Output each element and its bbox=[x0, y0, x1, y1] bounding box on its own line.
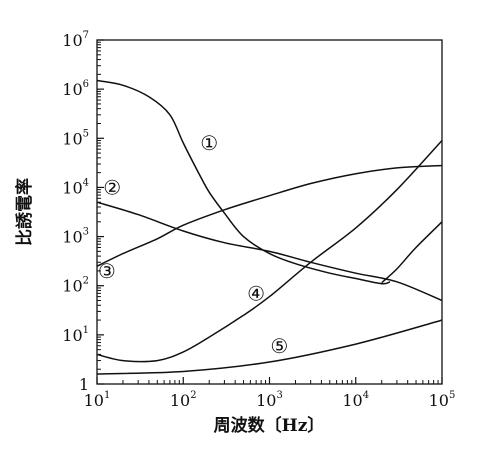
x-tick-label: 104 bbox=[342, 390, 369, 410]
y-tick-label: 102 bbox=[62, 276, 89, 296]
curve-4 bbox=[96, 139, 443, 363]
x-tick-label: 102 bbox=[170, 390, 197, 410]
x-tick-label: 105 bbox=[429, 390, 456, 410]
y-tick-label: 106 bbox=[62, 79, 89, 99]
y-tick-label: 105 bbox=[62, 128, 89, 148]
curve-2 bbox=[96, 201, 443, 302]
curve-marker-5: ⑤ bbox=[270, 334, 288, 358]
x-tick-label: 101 bbox=[84, 390, 111, 410]
y-axis-title: 比誘電率 bbox=[14, 178, 35, 246]
x-ticks: 101 102 103 104 105 bbox=[84, 377, 456, 410]
x-tick-label: 103 bbox=[256, 390, 283, 410]
curve-5 bbox=[96, 319, 443, 375]
curve-6 bbox=[381, 221, 443, 284]
y-tick-label: 103 bbox=[62, 227, 89, 247]
curve-marker-2: ② bbox=[103, 175, 121, 199]
y-tick-label: 101 bbox=[62, 325, 89, 345]
curve-markers: ① ② ③ ④ ⑤ bbox=[98, 131, 288, 358]
y-tick-label: 1 bbox=[79, 375, 89, 394]
plot-frame bbox=[96, 39, 443, 385]
curve-marker-4: ④ bbox=[247, 281, 265, 305]
curve-1 bbox=[96, 79, 391, 285]
y-tick-label: 107 bbox=[62, 30, 89, 50]
curves bbox=[96, 79, 443, 375]
y-tick-label: 104 bbox=[62, 177, 89, 197]
curve-3 bbox=[96, 164, 443, 267]
curve-marker-3: ③ bbox=[98, 259, 116, 283]
curve-marker-1: ① bbox=[200, 131, 218, 155]
x-axis-title: 周波数〔Hz〕 bbox=[214, 415, 325, 436]
y-ticks: 1 101 102 103 104 105 106 107 bbox=[62, 30, 104, 394]
